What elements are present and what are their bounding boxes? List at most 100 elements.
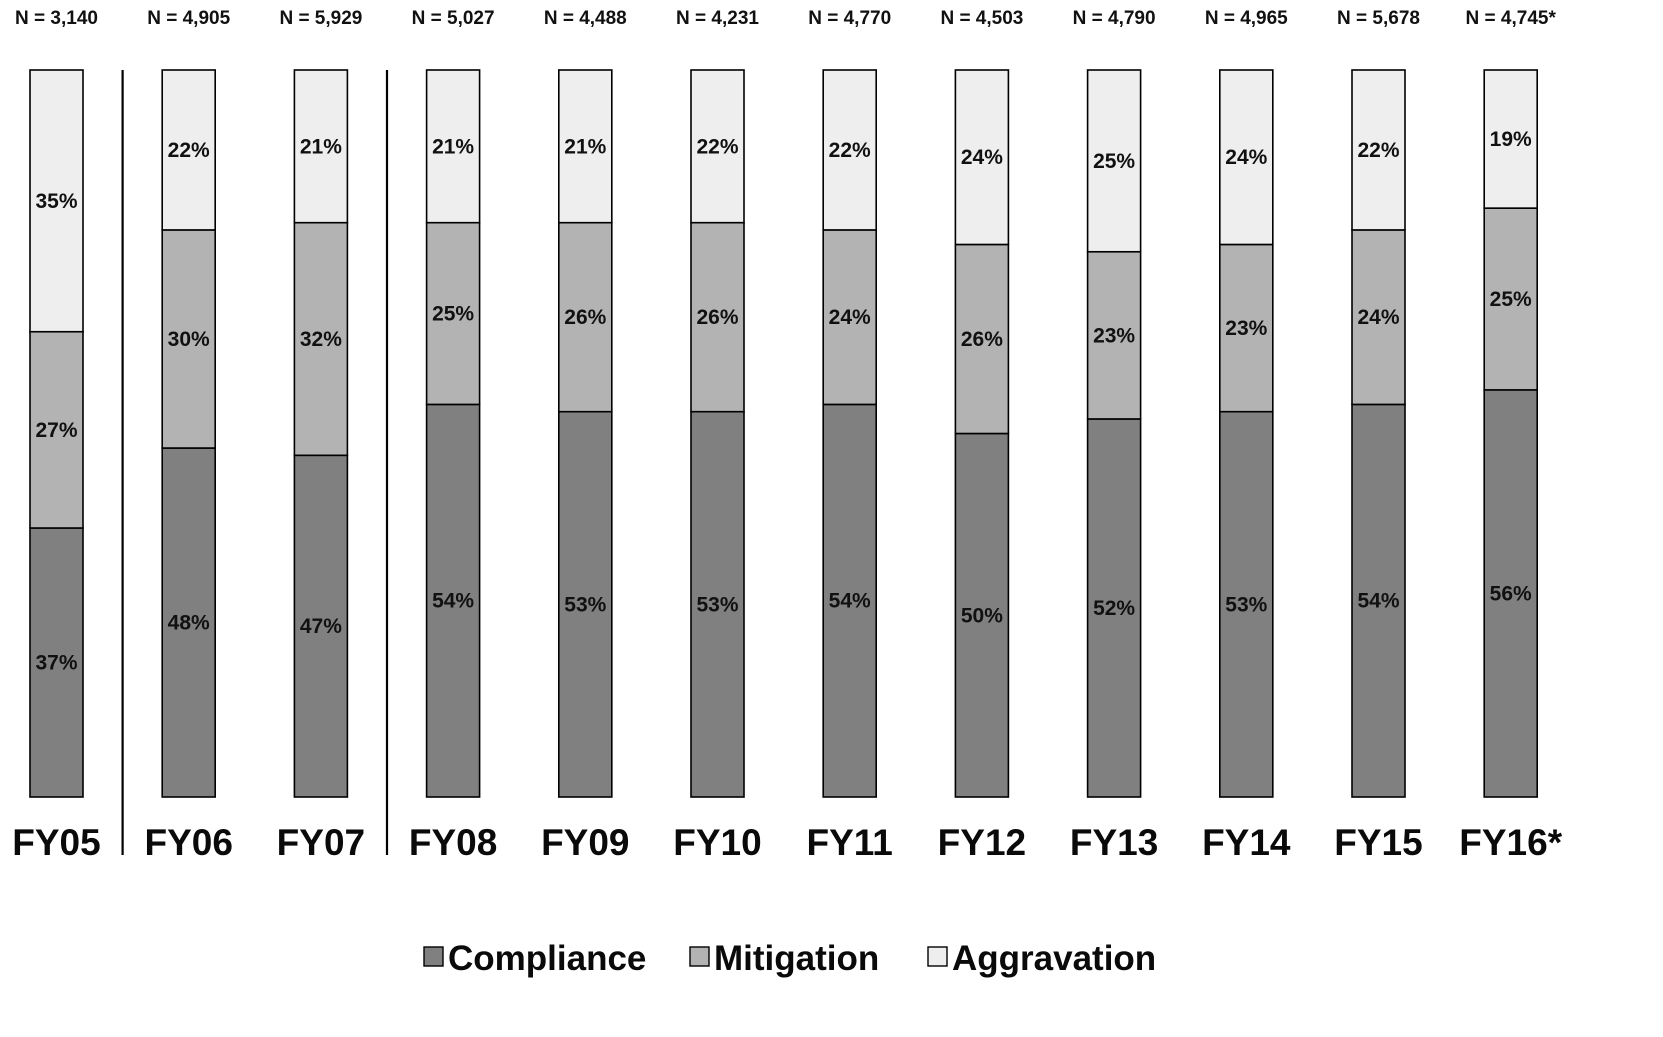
n-label-fy08: N = 5,027 xyxy=(412,8,495,29)
data-label-compliance-fy07: 47% xyxy=(300,615,342,638)
data-label-aggravation-fy14: 24% xyxy=(1225,146,1267,169)
n-label-fy12: N = 4,503 xyxy=(940,8,1023,29)
n-labels-group: N = 3,140 N = 4,905 N = 5,929 N = 5,027 N = … xyxy=(15,8,1556,29)
category-label-fy05: FY05 xyxy=(12,822,100,863)
data-label-compliance-fy06: 48% xyxy=(168,612,210,635)
category-label-fy15: FY15 xyxy=(1334,822,1422,863)
data-label-compliance-fy08: 54% xyxy=(432,590,474,613)
n-label-fy16: N = 4,745* xyxy=(1466,8,1557,29)
bar-segment-aggravation-fy07 xyxy=(293,69,349,224)
data-label-compliance-fy13: 52% xyxy=(1093,597,1135,620)
bars-group xyxy=(29,69,1538,798)
legend-swatch-mitigation xyxy=(689,946,710,967)
data-label-compliance-fy09: 53% xyxy=(564,593,606,616)
data-label-aggravation-fy15: 22% xyxy=(1357,139,1399,162)
data-label-compliance-fy12: 50% xyxy=(961,604,1003,627)
data-label-aggravation-fy11: 22% xyxy=(829,139,871,162)
legend-swatch-aggravation xyxy=(927,946,948,967)
bar-segment-mitigation-fy13 xyxy=(1086,250,1142,420)
category-label-fy09: FY09 xyxy=(541,822,629,863)
bar-segment-aggravation-fy11 xyxy=(822,69,878,231)
data-label-compliance-fy15: 54% xyxy=(1357,590,1399,613)
category-label-fy14: FY14 xyxy=(1202,822,1291,863)
legend: Compliance Mitigation Aggravation xyxy=(423,939,1156,978)
n-label-fy14: N = 4,965 xyxy=(1205,8,1288,29)
category-label-fy07: FY07 xyxy=(277,822,365,863)
n-label-fy06: N = 4,905 xyxy=(147,8,230,29)
data-label-mitigation-fy16: 25% xyxy=(1490,288,1532,311)
category-labels-group: FY05 FY06 FY07 FY08 FY09 FY10 FY11 FY12 FY13 FY14… xyxy=(12,822,1562,863)
bar-segment-aggravation-fy08 xyxy=(425,69,481,224)
bar-segment-compliance-fy12 xyxy=(954,432,1010,798)
legend-swatch-compliance xyxy=(423,946,444,967)
bar-segment-compliance-fy06 xyxy=(161,447,216,798)
data-label-mitigation-fy05: 27% xyxy=(35,419,77,442)
data-label-compliance-fy05: 37% xyxy=(35,652,77,675)
bar-segment-compliance-fy11 xyxy=(822,403,878,798)
bar-segment-compliance-fy09 xyxy=(557,410,613,798)
bar-segment-aggravation-fy13 xyxy=(1086,69,1142,253)
data-label-mitigation-fy12: 26% xyxy=(961,328,1003,351)
legend-label-mitigation: Mitigation xyxy=(714,939,879,978)
data-label-aggravation-fy16: 19% xyxy=(1490,128,1532,151)
bar-segment-aggravation-fy06 xyxy=(161,69,216,231)
data-label-mitigation-fy06: 30% xyxy=(168,328,210,351)
bar-segment-mitigation-fy09 xyxy=(557,221,613,413)
bar-segment-compliance-fy16 xyxy=(1483,389,1538,798)
data-label-mitigation-fy13: 23% xyxy=(1093,324,1135,347)
category-label-fy06: FY06 xyxy=(144,822,232,863)
bar-segment-compliance-fy05 xyxy=(29,527,84,798)
data-label-aggravation-fy12: 24% xyxy=(961,146,1003,169)
n-label-fy13: N = 4,790 xyxy=(1073,8,1156,29)
data-label-mitigation-fy14: 23% xyxy=(1225,317,1267,340)
category-label-fy10: FY10 xyxy=(673,822,761,863)
data-label-aggravation-fy07: 21% xyxy=(300,135,342,158)
bar-segment-aggravation-fy05 xyxy=(29,69,84,333)
segment-labels-group: 37% 27% 35% 48% 30% 22% 47% 32% 21% 54% 25% 21% 53% 2… xyxy=(35,128,1532,674)
data-label-mitigation-fy07: 32% xyxy=(300,328,342,351)
bar-segment-mitigation-fy14 xyxy=(1219,243,1274,413)
bar-segment-aggravation-fy15 xyxy=(1351,69,1406,231)
data-label-compliance-fy14: 53% xyxy=(1225,593,1267,616)
n-label-fy09: N = 4,488 xyxy=(544,8,627,29)
legend-label-aggravation: Aggravation xyxy=(952,939,1156,978)
category-label-fy08: FY08 xyxy=(409,822,497,863)
data-label-aggravation-fy10: 22% xyxy=(696,135,738,158)
bar-segment-mitigation-fy11 xyxy=(822,229,878,406)
data-label-mitigation-fy09: 26% xyxy=(564,306,606,329)
legend-label-compliance: Compliance xyxy=(448,939,646,978)
bar-segment-aggravation-fy09 xyxy=(557,69,613,224)
data-label-compliance-fy16: 56% xyxy=(1490,582,1532,605)
n-label-fy07: N = 5,929 xyxy=(279,8,362,29)
bar-segment-mitigation-fy15 xyxy=(1351,229,1406,406)
data-label-aggravation-fy08: 21% xyxy=(432,135,474,158)
category-label-fy12: FY12 xyxy=(938,822,1026,863)
bar-segment-aggravation-fy12 xyxy=(954,69,1010,246)
bar-segment-aggravation-fy16 xyxy=(1483,69,1538,209)
bar-segment-mitigation-fy12 xyxy=(954,243,1010,435)
bar-segment-compliance-fy07 xyxy=(293,454,349,798)
data-label-aggravation-fy06: 22% xyxy=(168,139,210,162)
data-label-mitigation-fy10: 26% xyxy=(696,306,738,329)
data-label-compliance-fy11: 54% xyxy=(829,590,871,613)
data-label-aggravation-fy09: 21% xyxy=(564,135,606,158)
bar-segment-mitigation-fy10 xyxy=(690,221,745,413)
category-label-fy16: FY16* xyxy=(1459,822,1562,863)
bar-segment-aggravation-fy10 xyxy=(690,69,745,224)
data-label-aggravation-fy13: 25% xyxy=(1093,150,1135,173)
n-label-fy10: N = 4,231 xyxy=(676,8,759,29)
data-label-mitigation-fy15: 24% xyxy=(1357,306,1399,329)
n-label-fy05: N = 3,140 xyxy=(15,8,98,29)
bar-segment-compliance-fy14 xyxy=(1219,410,1274,798)
n-label-fy15: N = 5,678 xyxy=(1337,8,1420,29)
category-label-fy13: FY13 xyxy=(1070,822,1158,863)
bar-segment-compliance-fy13 xyxy=(1086,418,1142,798)
n-label-fy11: N = 4,770 xyxy=(808,8,891,29)
bar-segment-mitigation-fy06 xyxy=(161,229,216,449)
data-label-mitigation-fy11: 24% xyxy=(829,306,871,329)
bar-segment-compliance-fy15 xyxy=(1351,403,1406,798)
category-label-fy11: FY11 xyxy=(806,822,892,863)
bar-segment-mitigation-fy16 xyxy=(1483,207,1538,391)
